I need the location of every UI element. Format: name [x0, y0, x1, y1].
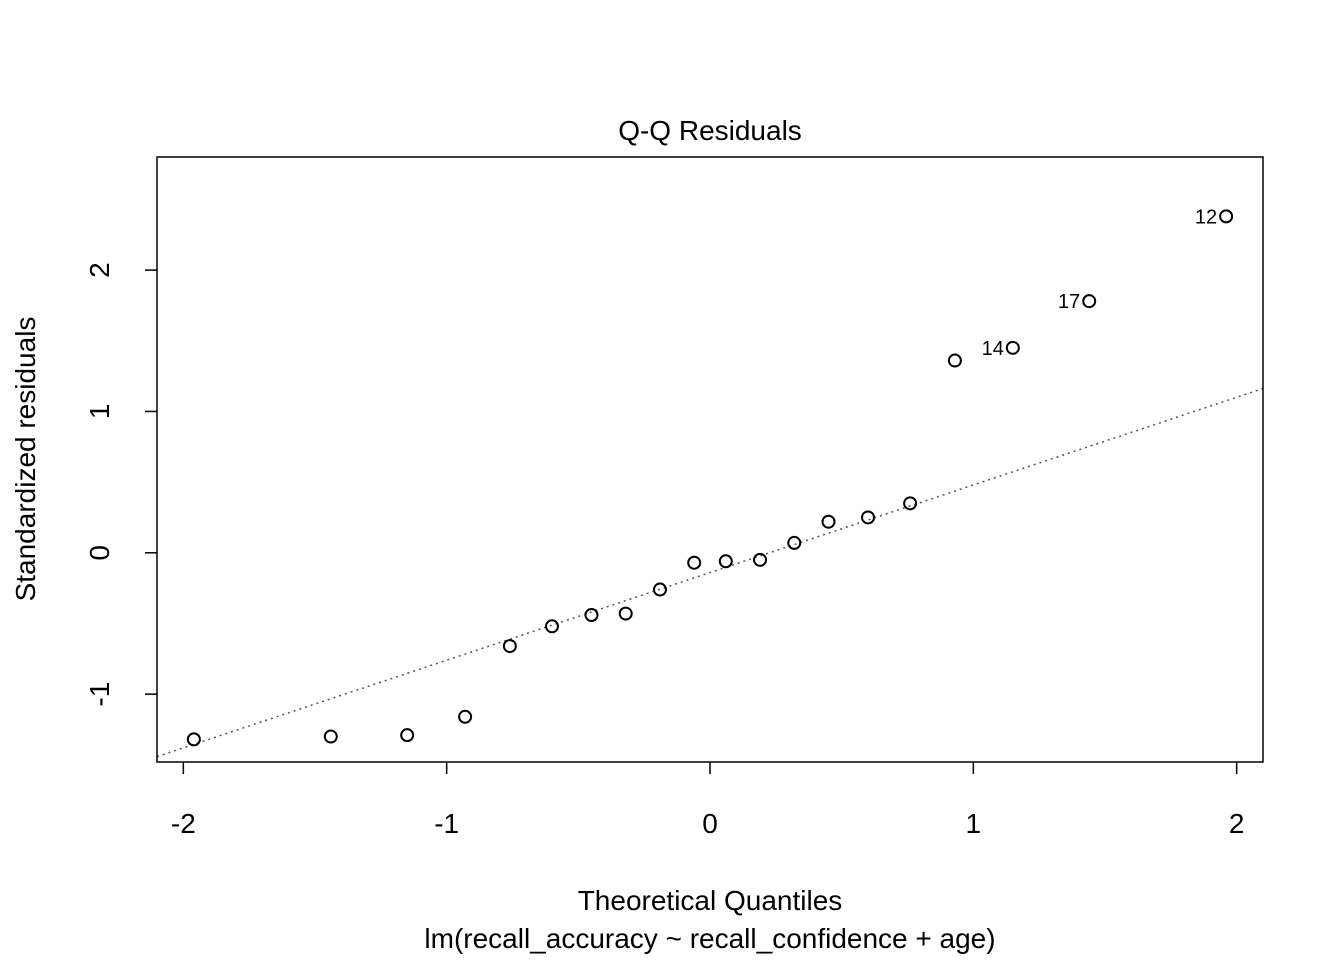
data-point	[903, 496, 918, 511]
point-label: 12	[1195, 206, 1217, 228]
plot-frame	[156, 156, 1264, 763]
data-point	[186, 732, 201, 747]
plot-area: 14 17 12	[157, 206, 1263, 758]
data-point	[718, 554, 733, 569]
x-tick-label: -2	[171, 808, 196, 839]
data-point	[821, 514, 836, 529]
data-point	[545, 619, 559, 634]
x-tick-label: -1	[434, 808, 459, 839]
data-point	[618, 606, 633, 621]
data-point	[753, 552, 768, 567]
x-axis-label: Theoretical Quantiles	[578, 885, 843, 916]
data-point	[652, 582, 667, 597]
point-label: 17	[1058, 291, 1080, 313]
x-tick-label: 1	[966, 808, 982, 839]
x-tick-label: 0	[702, 808, 718, 839]
data-point	[687, 555, 702, 570]
chart-title: Q-Q Residuals	[618, 115, 802, 146]
x-tick-label: 2	[1229, 808, 1245, 839]
y-tick-label: 2	[84, 262, 115, 278]
y-tick-label: -1	[84, 682, 115, 707]
data-point	[787, 535, 802, 550]
y-tick-label: 0	[84, 545, 115, 561]
data-point	[502, 639, 517, 654]
data-point	[947, 353, 962, 368]
data-point	[1219, 209, 1234, 224]
data-point	[584, 607, 599, 622]
data-point	[400, 728, 415, 743]
y-axis-label: Standardized residuals	[10, 317, 41, 602]
y-axis: -1 0 1 2	[84, 262, 157, 707]
data-point	[1082, 294, 1097, 309]
data-point	[861, 510, 875, 525]
data-point	[1005, 340, 1020, 355]
x-axis: -2 -1 0 1 2	[171, 762, 1245, 839]
reference-line	[157, 387, 1263, 758]
y-tick-label: 1	[84, 404, 115, 420]
data-point	[458, 709, 473, 724]
chart-subtitle: lm(recall_accuracy ~ recall_confidence +…	[424, 923, 995, 954]
point-label: 14	[982, 338, 1004, 360]
data-point	[323, 729, 338, 744]
